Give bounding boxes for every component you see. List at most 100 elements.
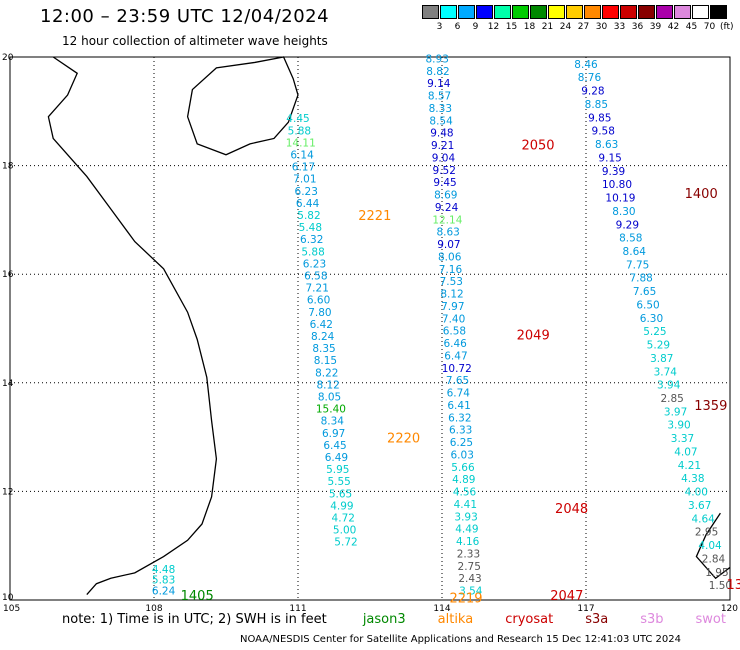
wave-height-label: 5.72 xyxy=(334,537,357,549)
wave-height-label: 10.19 xyxy=(605,193,635,205)
wave-height-label: 6.49 xyxy=(325,452,348,464)
wave-height-label: 7.21 xyxy=(306,283,329,295)
wave-height-label: 5.66 xyxy=(451,462,475,474)
wave-height-label: 6.74 xyxy=(447,388,471,400)
wave-height-label: 6.58 xyxy=(304,270,327,282)
wave-height-label: 8.93 xyxy=(426,53,449,65)
y-tick-label: 14 xyxy=(2,379,14,389)
wave-height-label: 8.33 xyxy=(429,103,452,115)
wave-height-label: 4.00 xyxy=(685,487,708,499)
wave-height-label: 8.12 xyxy=(440,289,463,301)
plot-frame xyxy=(9,56,731,601)
x-tick-label: 114 xyxy=(433,604,450,614)
y-tick-label: 10 xyxy=(2,593,14,603)
wave-height-label: 8.76 xyxy=(578,72,602,84)
colorbar-swatch xyxy=(494,5,511,19)
wave-height-label: 4.07 xyxy=(674,446,697,458)
colorbar-swatch xyxy=(602,5,619,19)
colorbar-swatch xyxy=(440,5,457,19)
wave-height-label: 2.95 xyxy=(695,527,718,539)
colorbar-swatch xyxy=(638,5,655,19)
wave-height-label: 4.21 xyxy=(678,460,701,472)
y-tick-label: 12 xyxy=(2,487,13,497)
y-tick-label: 16 xyxy=(2,270,14,280)
y-tick-label: 18 xyxy=(2,162,14,172)
pass-number-label: 2219 xyxy=(449,592,482,607)
pass-number-label: 1405 xyxy=(181,589,214,604)
wave-height-label: 7.65 xyxy=(633,286,656,298)
x-tick-label: 117 xyxy=(577,604,594,614)
wave-height-label: 3.90 xyxy=(667,420,690,432)
colorbar-swatch xyxy=(584,5,601,19)
wave-height-label: 9.15 xyxy=(598,152,621,164)
wave-height-label: 6.58 xyxy=(443,326,466,338)
wave-height-label: 7.97 xyxy=(441,301,464,313)
wave-height-label: 6.23 xyxy=(295,186,318,198)
wave-height-label: 6.41 xyxy=(447,400,470,412)
colorbar-swatch xyxy=(620,5,637,19)
wave-height-label: 7.01 xyxy=(293,174,316,186)
wave-height-label: 3.87 xyxy=(650,353,673,365)
wave-height-label: 9.58 xyxy=(592,126,615,138)
wave-height-label: 9.07 xyxy=(437,239,460,251)
wave-height-label: 2.85 xyxy=(660,393,683,405)
wave-height-label: 6.17 xyxy=(292,162,315,174)
colorbar-tick-label: 3 xyxy=(436,22,443,32)
wave-height-label: 5.82 xyxy=(297,210,320,222)
pass-number-label: 2221 xyxy=(358,209,391,224)
y-tick-label: 20 xyxy=(2,53,14,63)
wave-height-label: 8.54 xyxy=(429,115,453,127)
colorbar-swatch xyxy=(548,5,565,19)
colorbar-tick-label: 21 xyxy=(541,22,554,32)
wave-height-label: 5.65 xyxy=(329,488,352,500)
wave-height-label: 9.04 xyxy=(432,152,456,164)
colorbar-tick-label: 30 xyxy=(595,22,608,32)
wave-height-label: 6.46 xyxy=(443,338,467,350)
wave-height-label: 4.41 xyxy=(454,499,477,511)
wave-height-label: 3.74 xyxy=(654,366,678,378)
wave-height-label: 7.88 xyxy=(629,273,652,285)
chart-subtitle: 12 hour collection of altimeter wave hei… xyxy=(62,34,328,48)
wave-height-label: 2.84 xyxy=(702,553,726,565)
colorbar-swatch xyxy=(422,5,439,19)
wave-height-label: 4.04 xyxy=(698,540,722,552)
pass-number-label: 2050 xyxy=(521,138,554,153)
wave-height-label: 6.97 xyxy=(322,428,345,440)
pass-number-label: 2220 xyxy=(387,432,420,447)
wave-height-label: 7.80 xyxy=(308,307,331,319)
wave-height-label: 3.67 xyxy=(688,500,711,512)
wave-height-label: 8.69 xyxy=(434,190,457,202)
wave-height-label: 4.45 xyxy=(286,113,309,125)
wave-height-label: 9.29 xyxy=(616,219,639,231)
wave-height-label: 6.30 xyxy=(640,313,663,325)
wave-height-label: 4.16 xyxy=(456,536,480,548)
wave-height-label: 9.24 xyxy=(435,202,459,214)
wave-height-label: 5.48 xyxy=(299,222,322,234)
wave-height-label: 1.50 xyxy=(709,580,732,592)
wave-height-label: 10.72 xyxy=(442,363,472,375)
satellite-legend-item: s3a xyxy=(585,612,609,627)
wave-height-label: 8.34 xyxy=(321,416,345,428)
wave-height-label: 2.33 xyxy=(457,548,480,560)
pass-number-label: 2049 xyxy=(517,328,550,343)
hainan-island-outline xyxy=(186,56,299,156)
x-tick-label: 108 xyxy=(145,604,162,614)
pass-number-label: 2047 xyxy=(550,589,583,604)
wave-height-label: 5.88 xyxy=(288,125,311,137)
colorbar-swatch xyxy=(566,5,583,19)
legend-notes: note: 1) Time is in UTC; 2) SWH is in fe… xyxy=(62,612,734,627)
wave-height-label: 4.48 xyxy=(152,564,175,576)
colorbar-tick-label: 33 xyxy=(613,22,626,32)
wave-height-label: 7.75 xyxy=(626,259,649,271)
colorbar-swatch xyxy=(710,5,727,19)
satellite-legend-item: cryosat xyxy=(505,612,554,627)
wave-height-label: 6.24 xyxy=(152,586,176,598)
wave-height-label: 3.54 xyxy=(459,586,483,598)
wave-height-label: 4.72 xyxy=(332,512,355,524)
chart-title: 12:00 – 23:59 UTC 12/04/2024 xyxy=(40,6,330,27)
wave-height-label: 8.57 xyxy=(428,91,451,103)
wave-height-label: 8.63 xyxy=(595,139,618,151)
wave-height-label: 5.25 xyxy=(643,326,666,338)
wave-height-label: 8.06 xyxy=(438,251,462,263)
